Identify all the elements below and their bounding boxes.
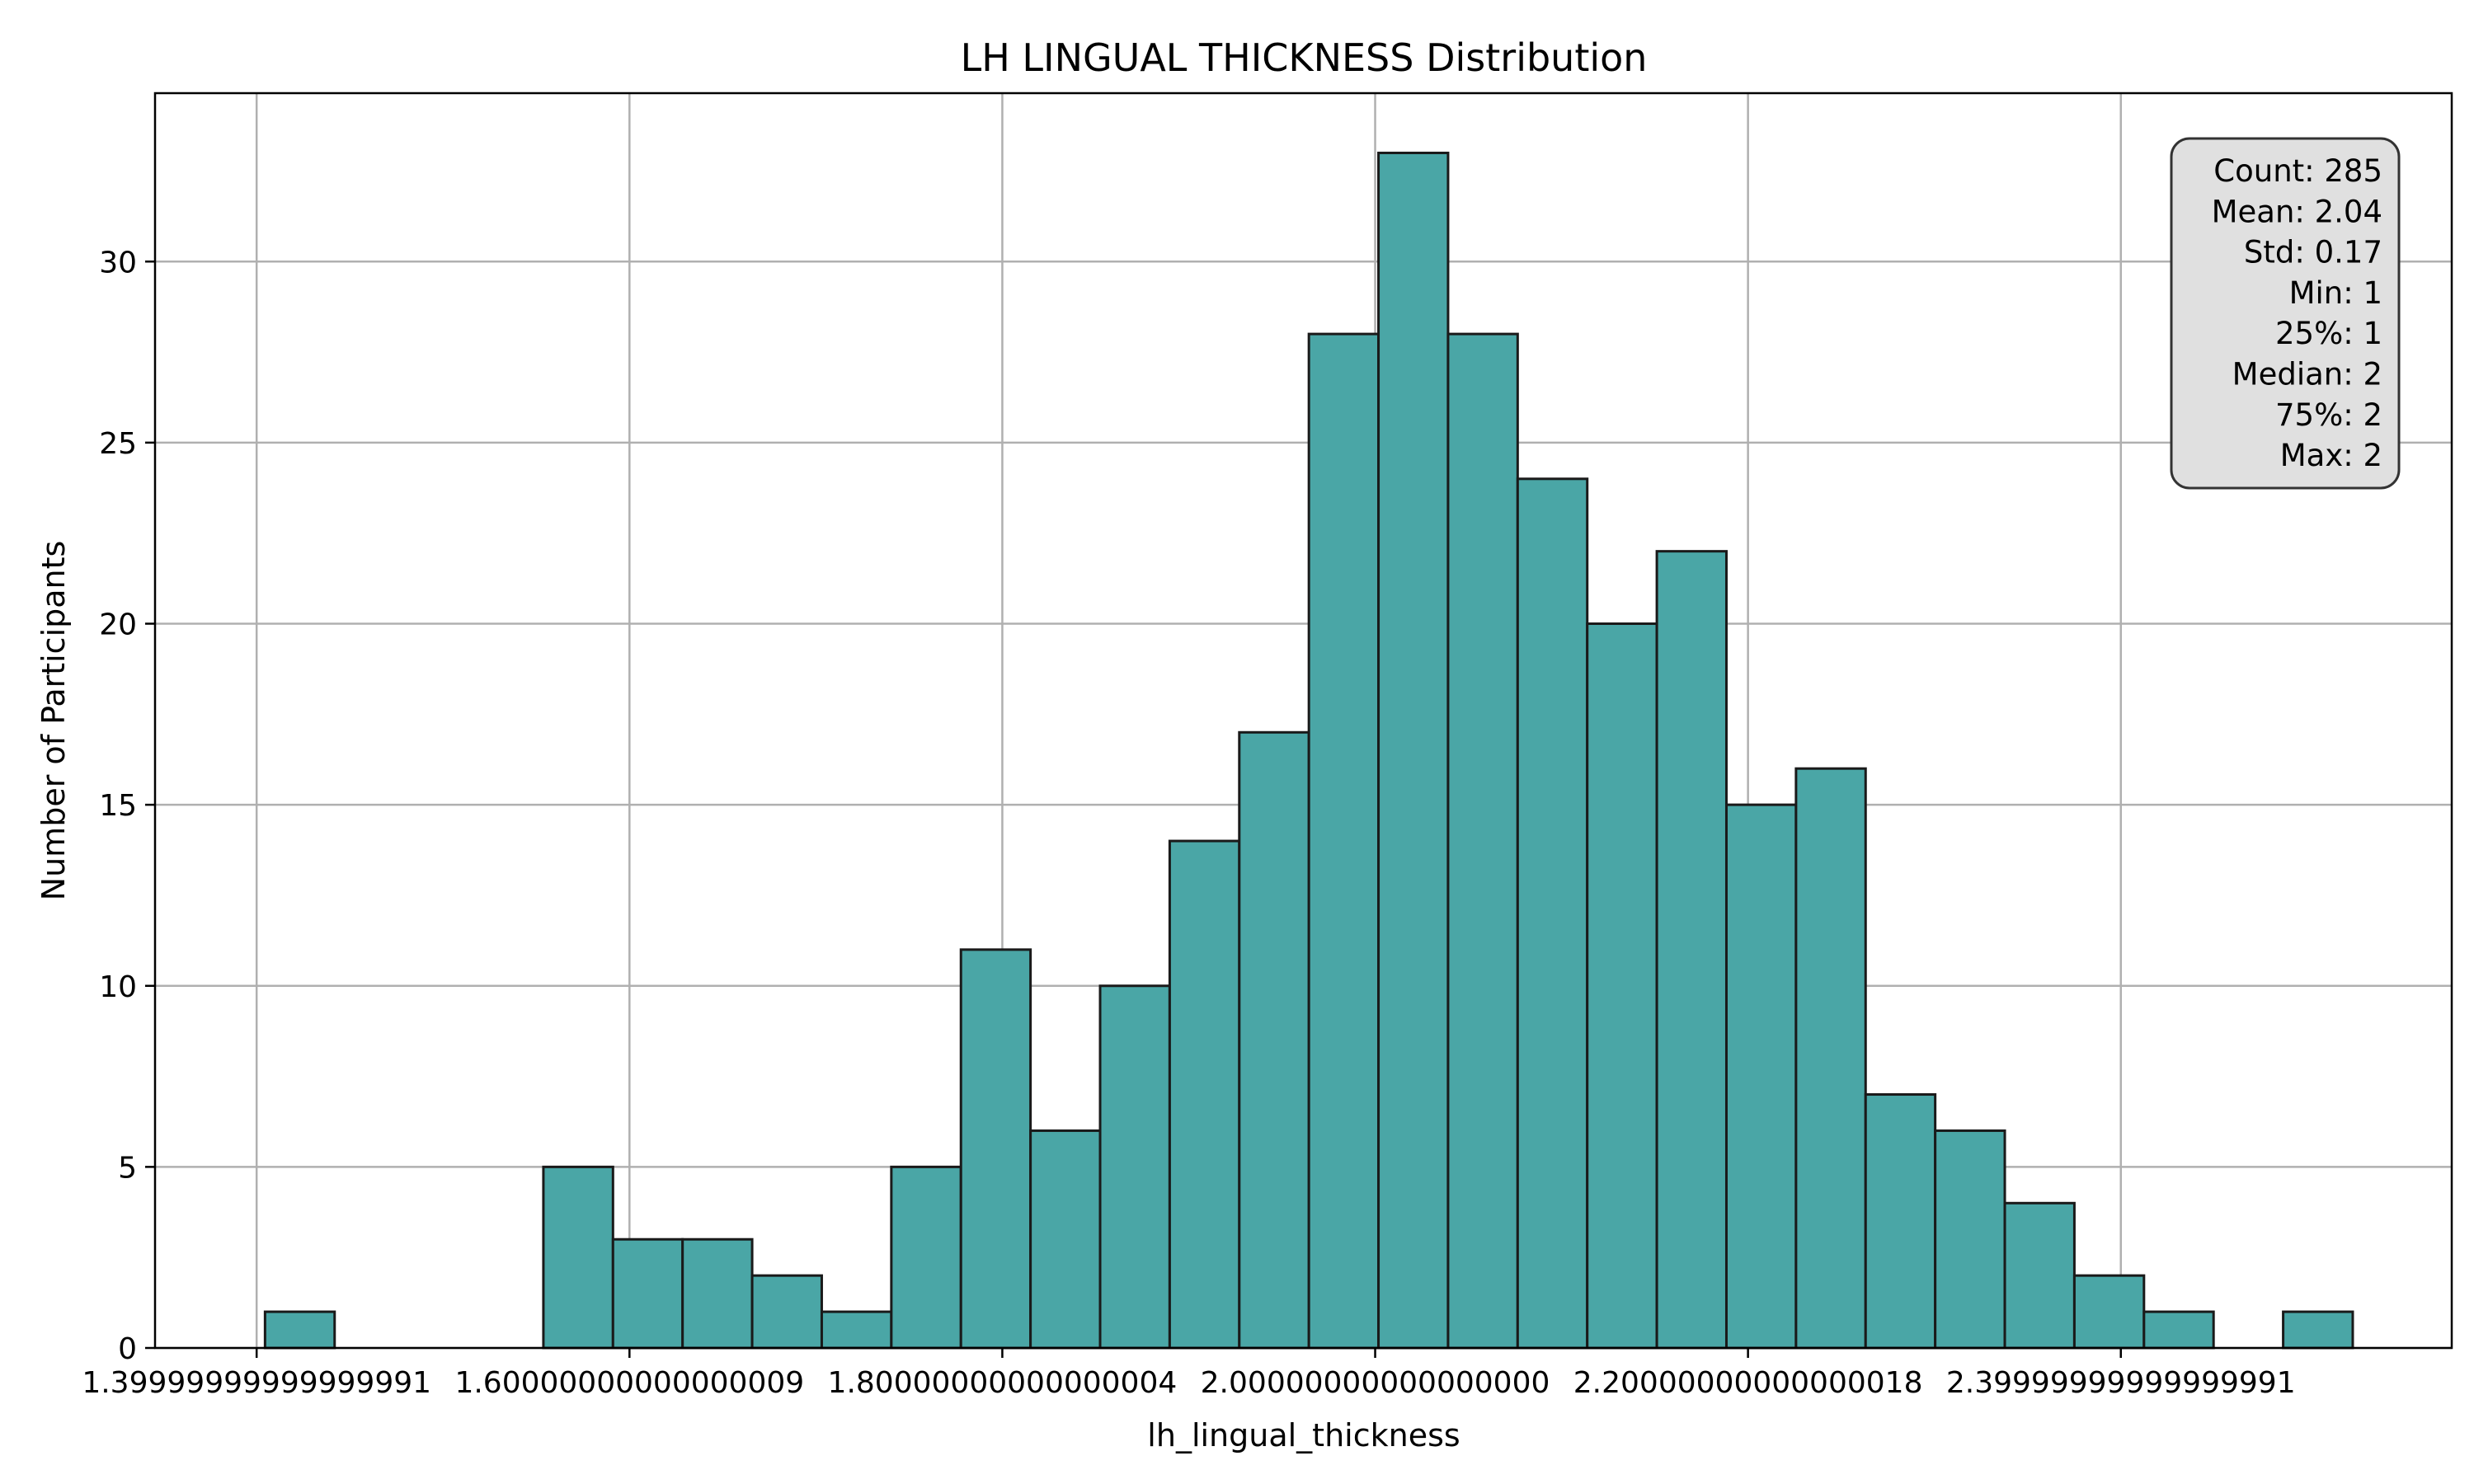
histogram-bar [820,1310,893,1350]
histogram-bar [1586,622,1658,1350]
statistics-line: Median: 2 [2232,357,2382,392]
x-tick-label: 1.60000000000000009 [454,1366,804,1400]
plot-frame [153,92,2453,1350]
histogram-bar [1168,839,1241,1350]
histogram-bar [542,1165,614,1350]
x-tick-label: 1.80000000000000004 [828,1366,1178,1400]
histogram-bar [2003,1201,2076,1350]
y-tick-label: 20 [99,608,137,642]
histogram-bar [1446,332,1519,1350]
histogram-bar [681,1237,754,1350]
histogram-bar [2072,1274,2146,1350]
histogram-bar [1724,803,1798,1350]
statistics-line: Count: 285 [2213,153,2382,189]
histogram-bar [959,948,1032,1350]
histogram-bar [1238,730,1310,1350]
statistics-line: 25%: 1 [2275,316,2382,351]
histogram-bar [1029,1129,1102,1350]
histogram-bar [263,1310,336,1350]
histogram-bar [2142,1310,2215,1350]
x-tick-label: 2.20000000000000018 [1573,1366,1923,1400]
y-axis-ticks: 0 5 10 15 20 25 30 [99,246,155,1366]
y-tick-label: 30 [99,246,137,279]
histogram-bar [1377,151,1450,1350]
histogram-bar [1794,767,1867,1350]
histogram-bar [1098,984,1171,1350]
statistics-line: Std: 0.17 [2244,235,2382,270]
histogram-bar [2282,1310,2354,1350]
histogram-bar [750,1274,823,1350]
x-tick-label: 2.00000000000000000 [1201,1366,1550,1400]
y-tick-label: 10 [99,970,137,1004]
chart-title: LH LINGUAL THICKNESS Distribution [961,35,1648,80]
x-axis-ticks: 1.39999999999999991 1.60000000000000009 1.… [82,1348,2296,1400]
histogram-bar [1655,550,1728,1350]
y-tick-label: 5 [118,1151,137,1185]
y-tick-label: 25 [99,427,137,461]
statistics-line: Max: 2 [2280,438,2382,473]
x-tick-label: 1.39999999999999991 [82,1366,431,1400]
x-axis-label: lh_lingual_thickness [1147,1417,1460,1453]
histogram-bar [611,1237,684,1350]
histogram-bars [263,151,2354,1350]
statistics-box-background [2170,137,2401,490]
statistics-line: Mean: 2.04 [2212,194,2382,229]
histogram-bar [1934,1129,2006,1350]
histogram-bar [1307,332,1380,1350]
y-tick-label: 15 [99,789,137,823]
histogram-bar [890,1165,962,1350]
x-tick-label: 2.39999999999999991 [1946,1366,2296,1400]
y-axis-label: Number of Participants [35,541,72,901]
statistics-line: Min: 1 [2289,275,2382,311]
statistics-line: 75%: 2 [2275,397,2382,433]
statistics-box: Count: 285 Mean: 2.04 Std: 0.17 Min: 1 25%: … [2170,137,2401,490]
statistics-lines: Count: 285 Mean: 2.04 Std: 0.17 Min: 1 25%: … [2212,153,2382,473]
histogram-bar [1864,1093,1937,1350]
y-tick-label: 0 [118,1332,137,1366]
histogram-bar [1516,477,1589,1350]
